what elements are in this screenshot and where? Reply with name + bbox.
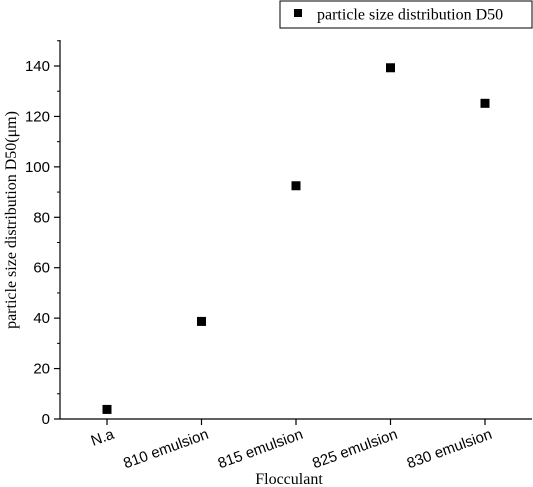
legend: particle size distribution D50 [279, 0, 533, 29]
y-tick-label: 60 [33, 260, 50, 277]
x-ticks: N.a 810 emulsion 815 emulsion 825 emulsion 8… [89, 419, 495, 472]
legend-marker [294, 9, 302, 17]
data-point [480, 98, 490, 108]
data-point [197, 316, 206, 326]
data-point [102, 404, 112, 414]
y-tick-label: 80 [33, 209, 50, 226]
x-tick-label: 810 emulsion [121, 426, 211, 472]
data-point [291, 181, 301, 191]
legend-box [279, 0, 533, 29]
y-ticks: 0 20 40 60 80 100 120 140 [25, 40, 60, 428]
y-axis-label: particle size distribution D50(μm) [3, 111, 20, 329]
y-tick-label: 140 [25, 58, 50, 75]
x-tick-label: 830 emulsion [405, 426, 495, 472]
y-tick-label: 100 [25, 159, 50, 176]
x-axis-label: Flocculant [255, 471, 323, 487]
y-tick-label: 120 [25, 108, 50, 125]
y-tick-label: 40 [33, 310, 50, 327]
legend-label: particle size distribution D50 [317, 7, 503, 24]
x-tick-label: 825 emulsion [310, 426, 400, 472]
y-tick-label: 0 [42, 411, 50, 428]
data-points [102, 63, 490, 414]
x-tick-label: N.a [89, 426, 117, 450]
y-tick-label: 20 [33, 361, 50, 378]
axes [59, 40, 532, 420]
data-point [386, 63, 395, 73]
x-tick-label: 815 emulsion [216, 426, 306, 472]
